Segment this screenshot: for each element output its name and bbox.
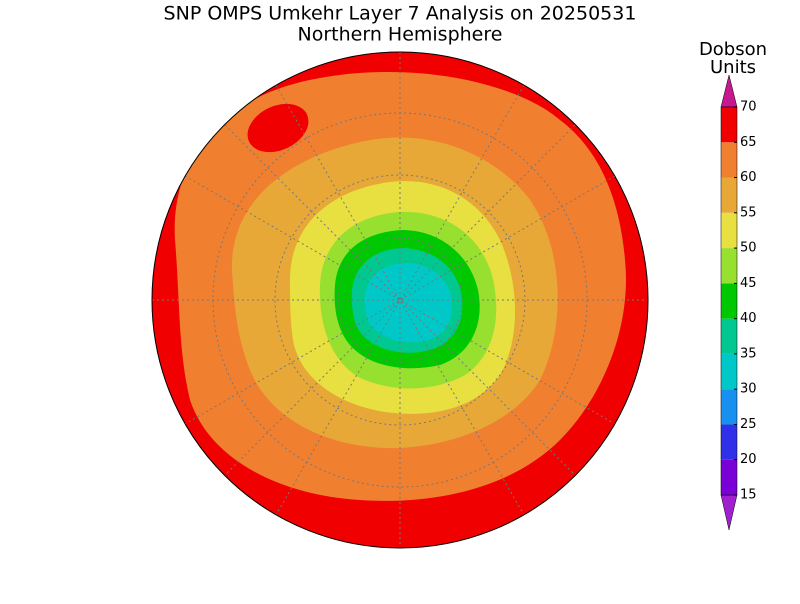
colorbar-tick-label: 70 — [740, 100, 757, 115]
colorbar-tick-label: 50 — [740, 241, 757, 256]
colorbar-segment — [721, 248, 737, 284]
colorbar-tick-label: 65 — [740, 135, 757, 150]
colorbar-label: Dobson — [699, 39, 767, 60]
map — [152, 52, 648, 548]
colorbar-tick-label: 25 — [740, 417, 757, 432]
colorbar-label: Units — [710, 57, 756, 78]
colorbar-tick-label: 45 — [740, 276, 757, 291]
colorbar-tick-label: 60 — [740, 170, 757, 185]
map-border — [151, 51, 649, 549]
colorbar-frame — [720, 106, 738, 496]
colorbar-tick-label: 55 — [740, 205, 757, 220]
colorbar-segment — [721, 212, 737, 249]
colorbar-tick-label: 35 — [740, 346, 757, 361]
title: SNP OMPS Umkehr Layer 7 Analysis on 2025… — [164, 3, 637, 25]
colorbar-tick-label: 20 — [740, 452, 757, 467]
colorbar-segment — [721, 142, 737, 178]
colorbar-segment — [721, 107, 737, 143]
colorbar-segment — [721, 389, 737, 425]
colorbar-segment — [721, 459, 737, 495]
colorbar-segment — [721, 424, 737, 460]
colorbar-tick-label: 15 — [740, 488, 757, 503]
colorbar-tick-label: 30 — [740, 382, 757, 397]
colorbar-over — [720, 74, 738, 108]
colorbar-under — [720, 494, 738, 531]
colorbar-segment — [721, 353, 737, 390]
colorbar-segment — [721, 318, 737, 354]
colorbar-segment — [721, 283, 737, 319]
subtitle: Northern Hemisphere — [298, 24, 503, 46]
colorbar-tick-label: 40 — [740, 311, 757, 326]
colorbar-segment — [721, 177, 737, 213]
